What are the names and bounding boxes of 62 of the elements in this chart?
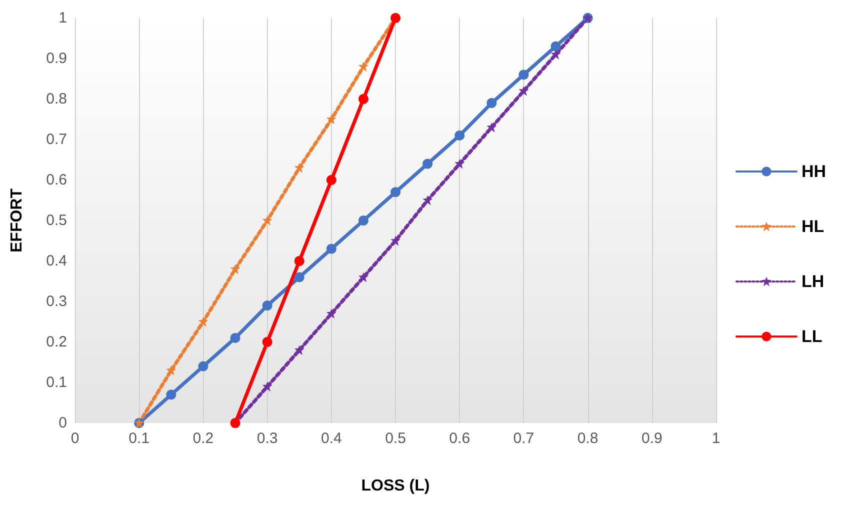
point (422, 158, 433, 169)
point (550, 41, 561, 52)
x-tick-label: 0.6 (449, 430, 470, 447)
point (166, 365, 176, 376)
point (262, 216, 272, 226)
point (358, 94, 368, 104)
point (454, 158, 465, 169)
point (390, 236, 400, 246)
x-tick-label: 0.3 (256, 430, 278, 447)
y-tick-label: 0.6 (46, 172, 67, 188)
x-tick-label: 0.4 (320, 430, 342, 447)
point (230, 264, 240, 274)
x-tick-label: 0.5 (385, 430, 406, 447)
y-tick-label: 0.2 (46, 334, 67, 350)
point (294, 272, 304, 282)
point (358, 216, 368, 226)
point (390, 187, 400, 198)
point (422, 195, 433, 206)
point (198, 361, 208, 372)
point (326, 308, 336, 319)
y-tick-label: 0.1 (46, 374, 67, 391)
legend-label: LH (801, 272, 824, 291)
y-axis-title: EFFORT (8, 188, 26, 252)
point (518, 86, 529, 96)
point (326, 244, 336, 254)
y-tick-label: 0 (58, 414, 67, 432)
legend-label: HL (801, 217, 824, 236)
point (486, 98, 497, 108)
point (198, 316, 208, 327)
y-tick-label: 0.5 (46, 212, 67, 229)
point (262, 382, 272, 392)
point (166, 390, 176, 400)
point (294, 256, 304, 266)
point (262, 337, 272, 347)
point (518, 70, 529, 80)
point (358, 62, 368, 72)
point (294, 345, 304, 356)
x-tick-label: 0.1 (128, 430, 150, 447)
x-axis-title: LOSS (L) (361, 478, 430, 494)
x-tick-label: 0.7 (513, 430, 534, 447)
x-tick-label: 0.2 (192, 430, 214, 447)
point (358, 272, 368, 282)
point (262, 300, 272, 311)
point (326, 114, 336, 124)
point (230, 332, 240, 343)
y-tick-label: 0.3 (46, 293, 67, 310)
y-tick-label: 0.4 (46, 252, 67, 270)
point (550, 49, 561, 60)
point (486, 122, 497, 132)
y-tick-label: 1 (58, 10, 67, 26)
y-tick-label: 0.9 (46, 50, 67, 67)
point (454, 130, 465, 140)
x-tick-label: 0.8 (577, 430, 598, 447)
x-tick-label: 0 (70, 430, 80, 447)
x-tick-label: 1 (712, 430, 720, 447)
legend-label: LL (801, 327, 822, 346)
x-tick-label: 0.9 (641, 430, 662, 447)
point (326, 175, 336, 185)
y-tick-label: 0.8 (46, 90, 67, 108)
legend-label: HH (801, 162, 826, 181)
point (294, 162, 304, 173)
y-tick-label: 0.7 (46, 131, 67, 148)
